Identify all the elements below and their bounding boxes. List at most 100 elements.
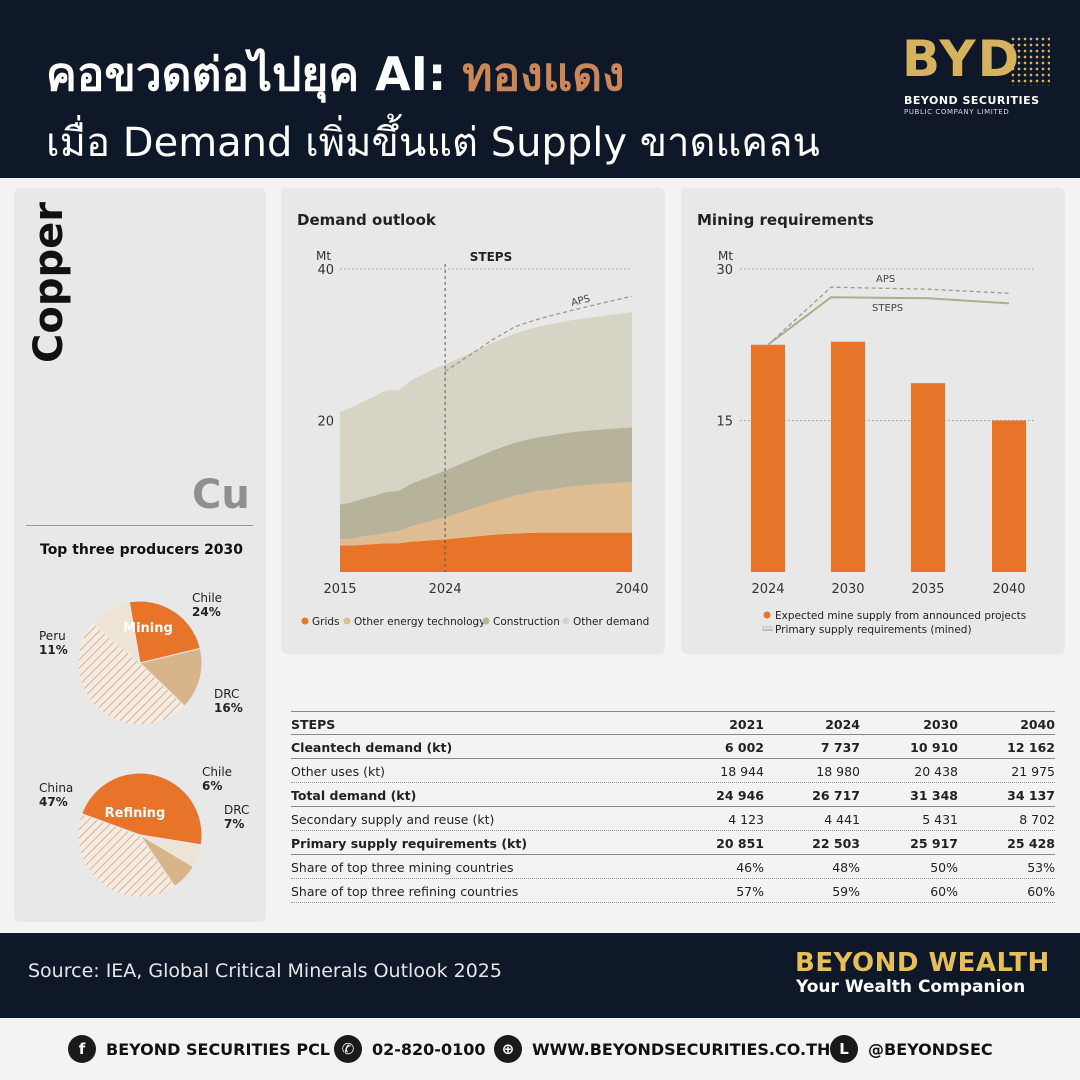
- table-cell: 4 441: [824, 812, 860, 827]
- contact-item[interactable]: ✆ 02-820-0100: [334, 1035, 485, 1063]
- logo-company-sub: PUBLIC COMPANY LIMITED: [904, 108, 1010, 116]
- table-cell: 31 348: [910, 788, 958, 803]
- area-series-other-demand: [340, 312, 632, 505]
- table-row: Primary supply requirements (kt) 20 851 22…: [291, 831, 1055, 855]
- line-icon: L: [830, 1035, 858, 1063]
- table-header-cell: STEPS: [291, 717, 336, 732]
- table-cell: 50%: [930, 860, 958, 875]
- table-cell: 20 438: [914, 764, 958, 779]
- pie-slice-chile: [128, 600, 201, 664]
- producers-title: Top three producers 2030: [40, 542, 244, 558]
- legend-swatch: [343, 617, 351, 625]
- pie-label-name: DRC: [214, 687, 239, 701]
- title-highlight: ทองแดง: [462, 47, 625, 101]
- pie-label-value: 7%: [224, 817, 244, 831]
- footer-banner: [0, 933, 1080, 1018]
- table-header-cell: 2024: [825, 717, 860, 732]
- x-tick-label: 2015: [323, 582, 356, 597]
- mining-requirements-title: Mining requirements: [697, 211, 874, 229]
- legend-label: Other demand: [573, 616, 649, 628]
- table-row-label: Cleantech demand (kt): [291, 740, 453, 755]
- table-cell: 10 910: [910, 740, 958, 755]
- demand-outlook-title: Demand outlook: [297, 211, 436, 229]
- x-tick-label: 2024: [429, 582, 462, 597]
- x-tick-label: 2040: [992, 582, 1025, 597]
- divider: [26, 525, 253, 526]
- pie-label-name: Chile: [192, 591, 222, 605]
- contact-item[interactable]: ⊕ WWW.BEYONDSECURITIES.CO.TH: [494, 1035, 830, 1063]
- table-cell: 22 503: [812, 836, 860, 851]
- table-cell: 24 946: [716, 788, 764, 803]
- table-row: Cleantech demand (kt) 6 002 7 737 10 910 12 …: [291, 735, 1055, 759]
- legend-label-lines: Primary supply requirements (mined): [775, 624, 972, 636]
- bar-2030: [831, 341, 865, 572]
- phone-icon: ✆: [334, 1035, 362, 1063]
- pie-slice-drc: [138, 647, 203, 707]
- contact-item[interactable]: f BEYOND SECURITIES PCL: [68, 1035, 330, 1063]
- table-cell: 8 702: [1019, 812, 1055, 827]
- aps-line-label: APS: [570, 294, 591, 309]
- table-cell: 60%: [1027, 884, 1055, 899]
- page-title: คอขวดต่อไปยุค AI: ทองแดง: [46, 47, 625, 101]
- table-cell: 20 851: [716, 836, 764, 851]
- pie-label-value: 11%: [39, 643, 68, 657]
- table-row-label: Primary supply requirements (kt): [291, 836, 528, 851]
- y-tick-label: 40: [317, 263, 334, 278]
- pie-slice-others: [77, 622, 186, 726]
- table-cell: 12 162: [1007, 740, 1055, 755]
- steps-line-label: STEPS: [872, 303, 903, 314]
- producers-pie-charts: Chile24%DRC16%Peru11%MiningChina47%Chile…: [39, 591, 249, 898]
- area-series-other-energy-technology: [340, 481, 632, 546]
- contact-text: @BEYONDSEC: [868, 1039, 993, 1059]
- legend-swatch: [301, 617, 309, 625]
- table-cell: 53%: [1027, 860, 1055, 875]
- legend-label: Grids: [312, 616, 340, 628]
- table-cell: 46%: [736, 860, 764, 875]
- table-cell: 7 737: [820, 740, 860, 755]
- pie-slice-peru: [92, 601, 141, 665]
- table-row-label: Total demand (kt): [291, 788, 417, 803]
- page-subtitle: เมื่อ Demand เพิ่มขึ้นแต่ Supply ขาดแคลน: [46, 120, 820, 166]
- table-cell: 4 123: [728, 812, 764, 827]
- bar-2024: [751, 344, 785, 572]
- contact-text: BEYOND SECURITIES PCL: [106, 1039, 330, 1059]
- table-row: Total demand (kt) 24 946 26 717 31 348 34 13…: [291, 783, 1055, 807]
- source-note: Source: IEA, Global Critical Minerals Ou…: [28, 960, 502, 982]
- table-row: Other uses (kt) 18 944 18 980 20 438 21 975: [291, 759, 1055, 783]
- facebook-icon: f: [68, 1035, 96, 1063]
- table-header-cell: 2021: [729, 717, 764, 732]
- legend-swatch: [482, 617, 490, 625]
- pie-center-label: Refining: [105, 806, 166, 821]
- area-series-construction: [340, 427, 632, 540]
- table-cell: 34 137: [1007, 788, 1055, 803]
- table-header-cell: 2040: [1020, 717, 1055, 732]
- table-cell: 48%: [832, 860, 860, 875]
- pie-label-value: 6%: [202, 779, 222, 793]
- area-series-grids: [340, 532, 632, 572]
- table-cell: 57%: [736, 884, 764, 899]
- table-header-cell: 2030: [923, 717, 958, 732]
- table-row-label: Share of top three refining countries: [291, 884, 519, 899]
- table-cell: 60%: [930, 884, 958, 899]
- legend-swatch: [562, 617, 570, 625]
- table-cell: 5 431: [922, 812, 958, 827]
- table-cell: 25 917: [910, 836, 958, 851]
- contact-item[interactable]: L @BEYONDSEC: [830, 1035, 993, 1063]
- logo-company-name: BEYOND SECURITIES: [904, 94, 1040, 107]
- legend-swatch-bars: [763, 611, 771, 619]
- x-tick-label: 2030: [831, 582, 864, 597]
- pie-slice-others: [77, 813, 176, 898]
- y-axis-unit: Mt: [718, 249, 733, 263]
- steps-data-table: STEPS 2021 2024 2030 2040 Cleantech demand (k…: [291, 711, 1055, 903]
- y-tick-label: 20: [317, 415, 334, 430]
- y-tick-label: 30: [716, 263, 733, 278]
- table-row-label: Other uses (kt): [291, 764, 385, 779]
- pie-label-name: DRC: [224, 803, 249, 817]
- line-aps: [767, 286, 1010, 346]
- bar-2035: [911, 383, 945, 572]
- line-steps: [767, 296, 1010, 346]
- company-logo: BYD BEYOND SECURITIES PUBLIC COMPANY LIM…: [900, 30, 1050, 120]
- contact-text: 02-820-0100: [372, 1039, 486, 1059]
- legend-label: Construction: [493, 616, 560, 628]
